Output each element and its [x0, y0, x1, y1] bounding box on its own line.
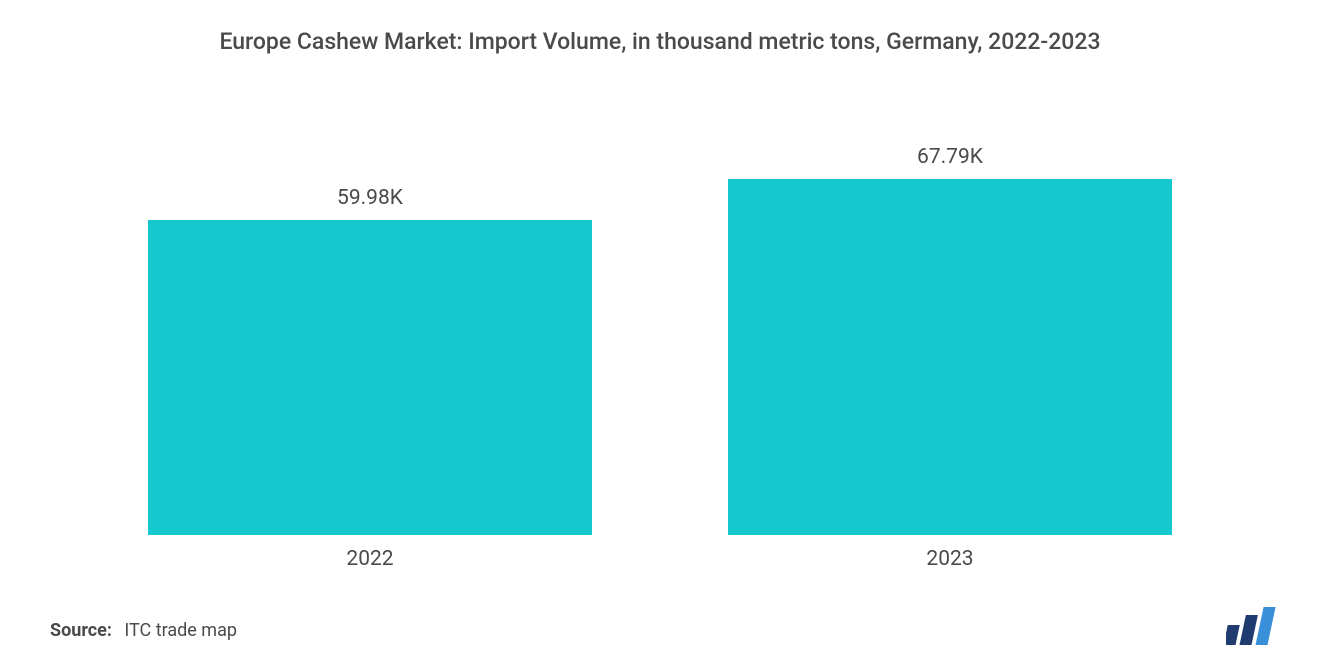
bar-group-2022: 59.98K: [109, 186, 631, 535]
source-key: Source:: [50, 620, 112, 641]
source-footer: Source: ITC trade map: [50, 620, 237, 641]
bar-group-2023: 67.79K: [689, 145, 1211, 535]
chart-container: Europe Cashew Market: Import Volume, in …: [0, 0, 1320, 665]
x-axis-labels: 2022 2023: [50, 547, 1270, 571]
brand-logo-icon: [1226, 605, 1286, 645]
bar-2022: [148, 220, 592, 535]
bar-value-label-2023: 67.79K: [917, 145, 983, 169]
chart-title: Europe Cashew Market: Import Volume, in …: [50, 28, 1270, 55]
x-axis-label-2023: 2023: [689, 547, 1211, 571]
source-text: ITC trade map: [124, 620, 237, 641]
bar-value-label-2022: 59.98K: [337, 186, 403, 210]
plot-area: 59.98K 67.79K: [50, 75, 1270, 535]
bar-2023: [728, 179, 1172, 535]
bars-row: 59.98K 67.79K: [50, 75, 1270, 535]
x-axis-label-2022: 2022: [109, 547, 631, 571]
